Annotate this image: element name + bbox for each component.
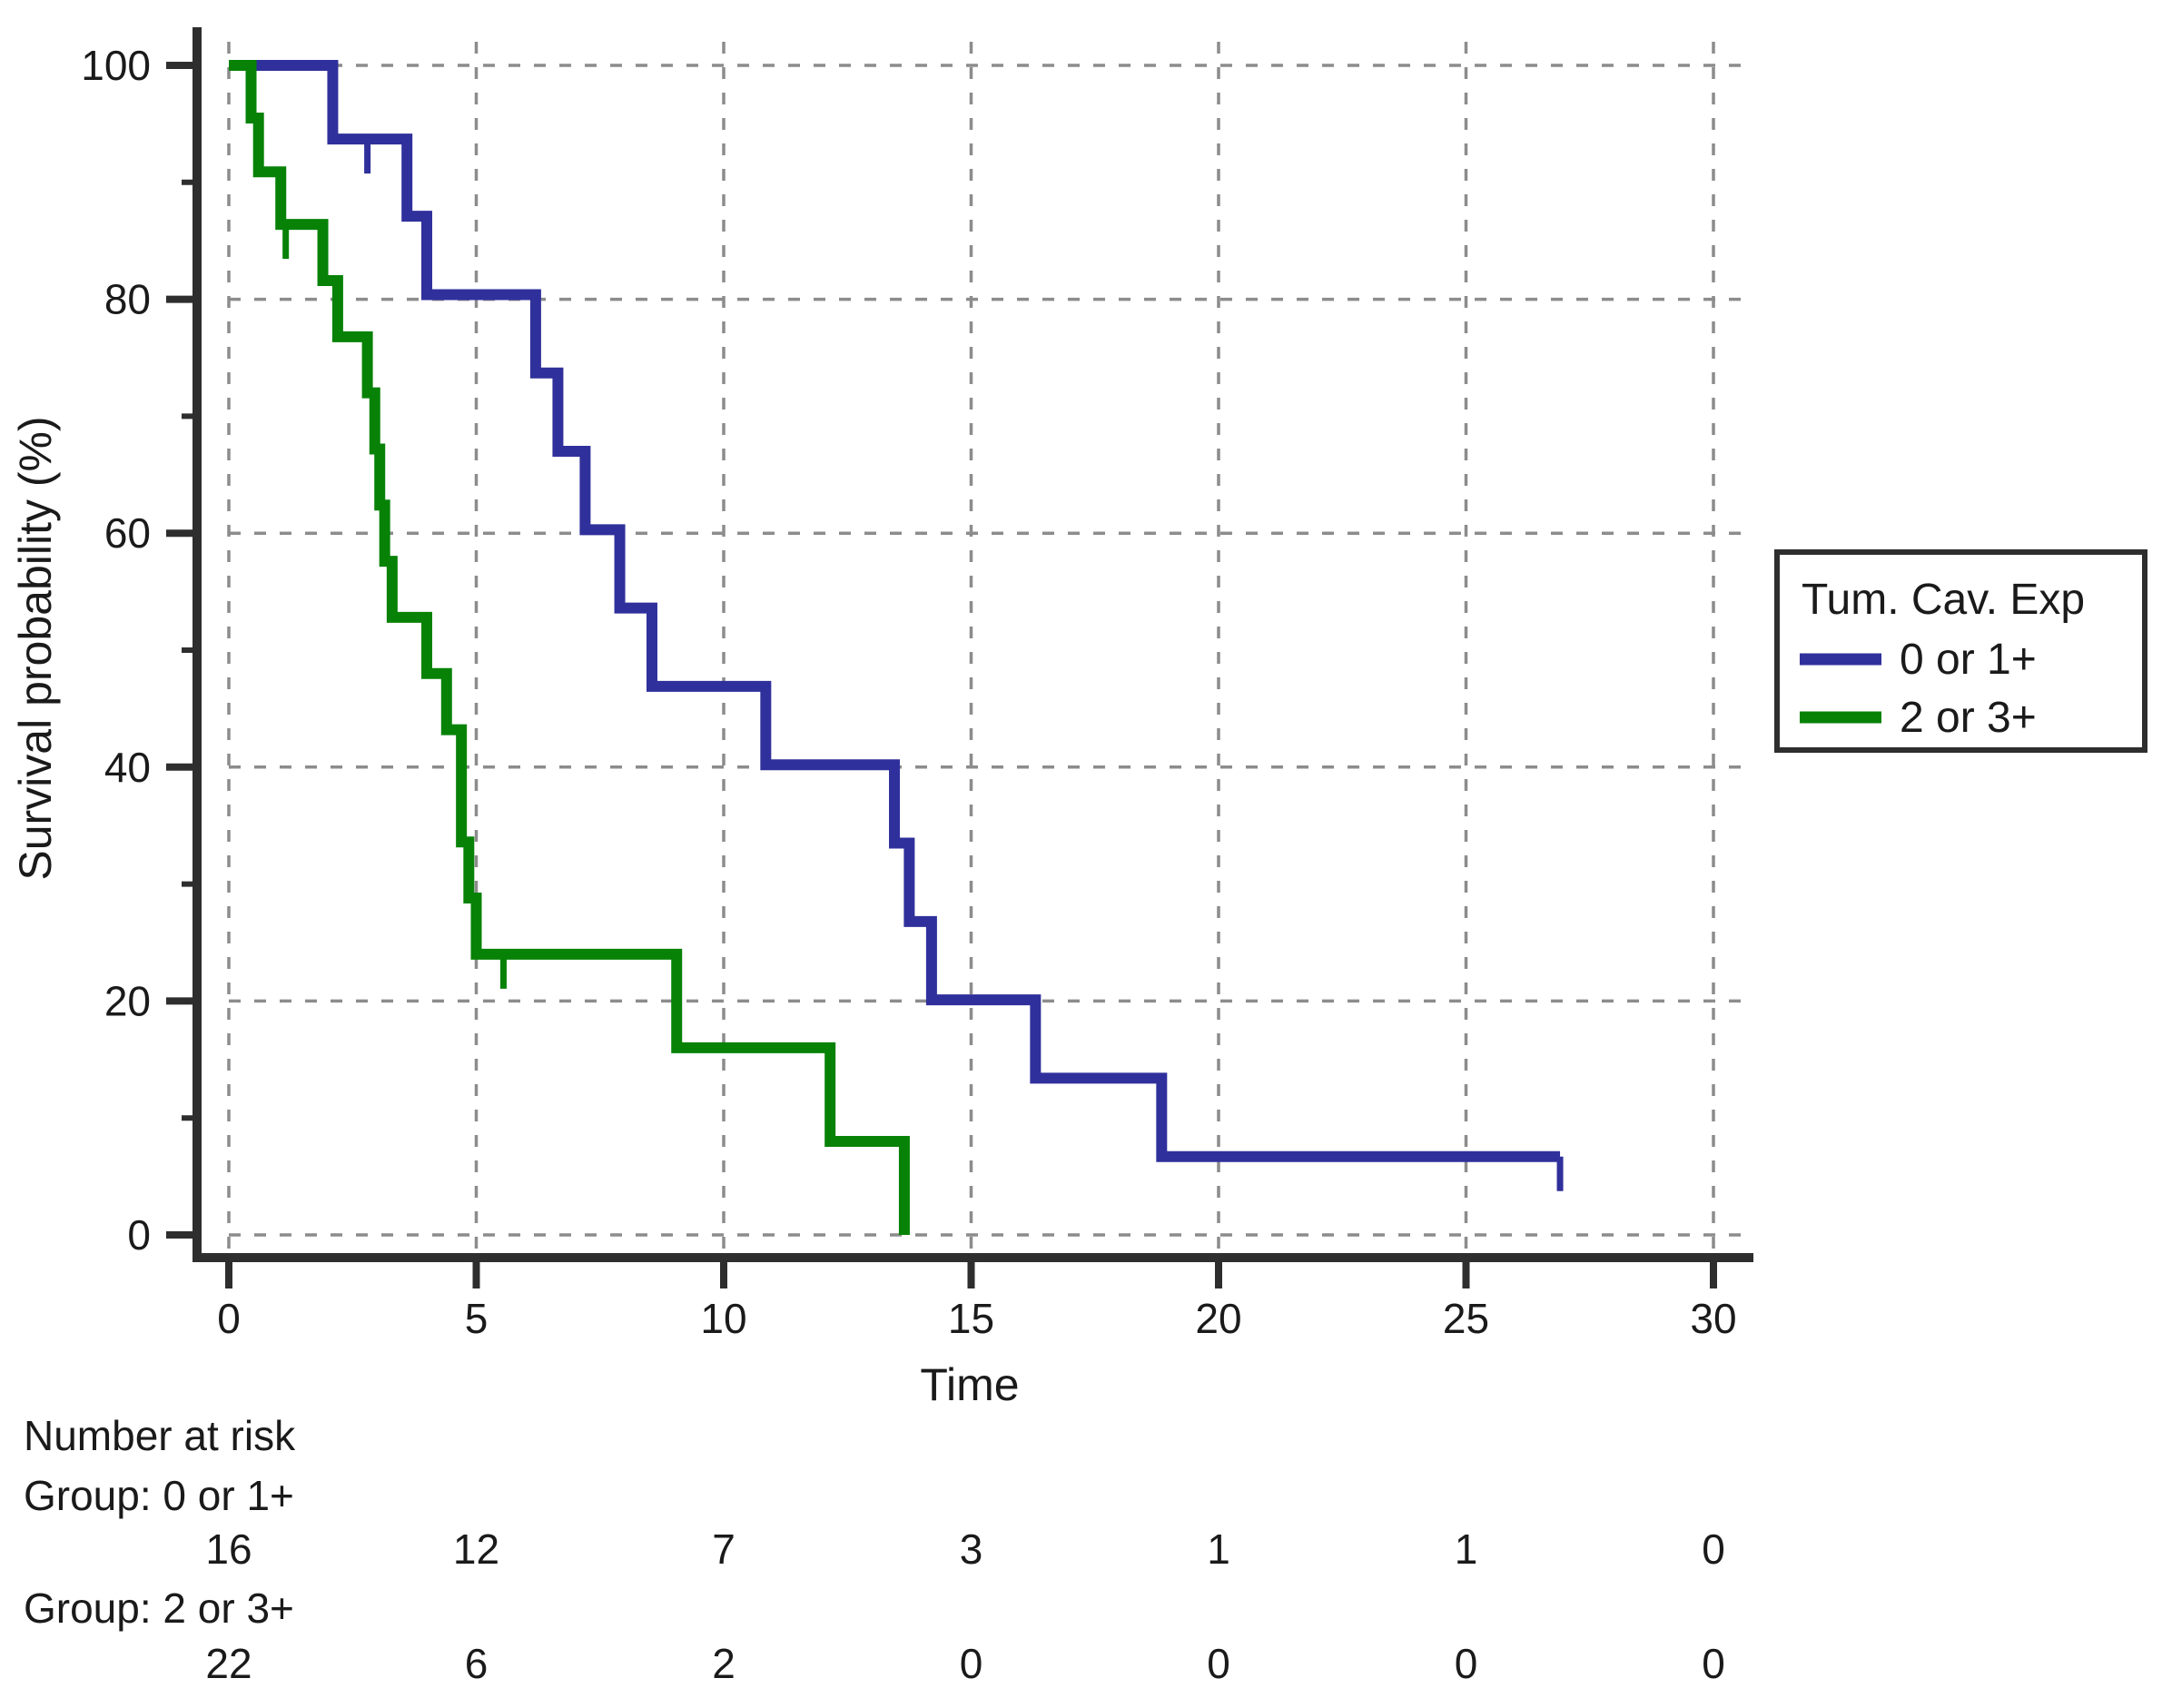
risk-count: 0 bbox=[1702, 1525, 1725, 1573]
y-axis-title: Survival probability (%) bbox=[10, 416, 61, 880]
risk-count: 2 bbox=[712, 1640, 736, 1687]
x-tick-label: 30 bbox=[1690, 1295, 1736, 1342]
x-tick-label: 20 bbox=[1195, 1295, 1241, 1342]
x-axis-title: Time bbox=[920, 1359, 1019, 1410]
y-tick-label: 40 bbox=[104, 744, 151, 791]
risk-count: 0 bbox=[1702, 1640, 1725, 1687]
censor-ticks-group-0-or-1plus bbox=[364, 139, 1564, 1191]
legend-box: Tum. Cav. Exp 0 or 1+ 2 or 3+ bbox=[1774, 549, 2147, 753]
risk-count: 3 bbox=[960, 1525, 983, 1573]
risk-count: 1 bbox=[1207, 1525, 1230, 1573]
risk-count: 6 bbox=[465, 1640, 489, 1687]
x-tick-label: 25 bbox=[1443, 1295, 1489, 1342]
grid-lines bbox=[227, 42, 1753, 1258]
y-tick-label: 80 bbox=[104, 276, 151, 323]
risk-group-label-2-or-3plus: Group: 2 or 3+ bbox=[24, 1585, 294, 1632]
number-at-risk-table: Number at risk Group: 0 or 1+ 16 12 7 3 1 1 0 … bbox=[24, 1412, 1725, 1687]
y-tick-label: 0 bbox=[127, 1211, 151, 1259]
risk-count: 22 bbox=[205, 1640, 252, 1687]
axis-tick-labels: 0 5 10 15 20 25 30 0 20 40 60 80 100 bbox=[81, 42, 1736, 1342]
risk-table-header: Number at risk bbox=[24, 1412, 296, 1459]
x-tick-label: 10 bbox=[700, 1295, 746, 1342]
x-tick-label: 15 bbox=[948, 1295, 994, 1342]
legend-title: Tum. Cav. Exp bbox=[1802, 576, 2085, 624]
legend-label-0-or-1plus: 0 or 1+ bbox=[1900, 636, 2037, 684]
censor-ticks-group-2-or-3plus bbox=[282, 224, 507, 989]
risk-count: 16 bbox=[205, 1525, 252, 1573]
y-tick-label: 60 bbox=[104, 509, 151, 557]
axis-ticks bbox=[166, 62, 1717, 1288]
risk-count: 0 bbox=[1455, 1640, 1478, 1687]
survival-curves bbox=[229, 60, 1564, 1235]
risk-count: 7 bbox=[712, 1525, 736, 1573]
km-curve-group-2-or-3plus bbox=[229, 60, 910, 1235]
risk-count: 1 bbox=[1455, 1525, 1478, 1573]
x-tick-label: 5 bbox=[465, 1295, 489, 1342]
risk-count: 0 bbox=[1207, 1640, 1230, 1687]
y-tick-label: 100 bbox=[81, 42, 151, 89]
risk-counts-row-0-or-1plus: 16 12 7 3 1 1 0 bbox=[205, 1525, 1724, 1573]
risk-count: 0 bbox=[960, 1640, 983, 1687]
x-tick-label: 0 bbox=[217, 1295, 241, 1342]
km-curve-group-0-or-1plus bbox=[229, 60, 1561, 1162]
legend-label-2-or-3plus: 2 or 3+ bbox=[1900, 694, 2037, 742]
risk-count: 12 bbox=[453, 1525, 499, 1573]
y-tick-label: 20 bbox=[104, 977, 151, 1024]
risk-counts-row-2-or-3plus: 22 6 2 0 0 0 0 bbox=[205, 1640, 1724, 1687]
risk-group-label-0-or-1plus: Group: 0 or 1+ bbox=[24, 1472, 294, 1519]
